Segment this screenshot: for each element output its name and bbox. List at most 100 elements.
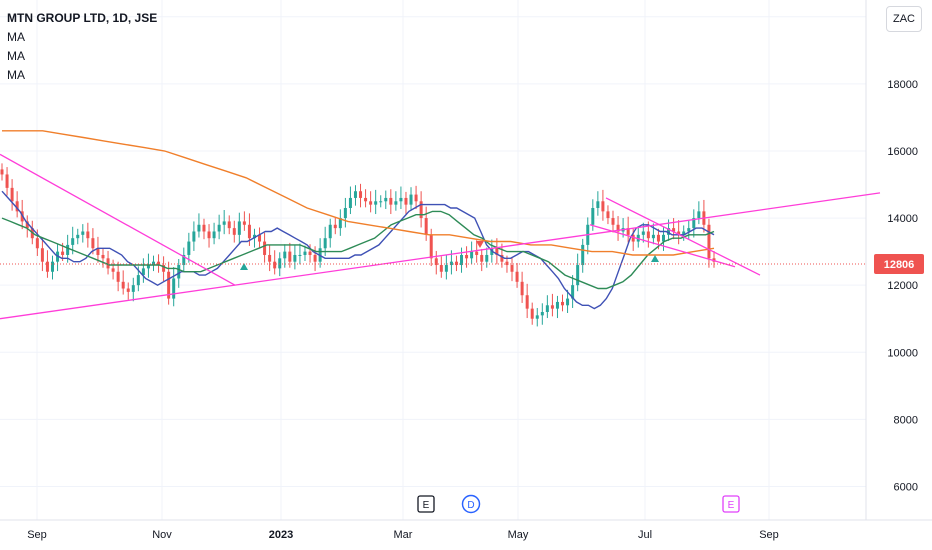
buy-signal-marker — [651, 255, 659, 262]
candle — [530, 302, 534, 325]
candle — [56, 244, 60, 272]
candle — [258, 227, 262, 248]
candle — [475, 240, 479, 263]
candle — [146, 253, 150, 278]
candle — [359, 183, 363, 208]
candle — [550, 293, 554, 317]
svg-text:E: E — [728, 500, 735, 511]
candle — [571, 275, 575, 308]
candle — [111, 259, 115, 280]
trendline-channel-top[interactable] — [605, 197, 761, 276]
svg-text:D: D — [467, 500, 474, 511]
indicator-ma-1[interactable]: MA — [7, 30, 25, 44]
candle — [672, 218, 676, 240]
candle — [202, 218, 206, 240]
candle — [217, 214, 221, 240]
candle — [96, 236, 100, 263]
candle — [364, 189, 368, 208]
candle — [434, 250, 438, 275]
time-tick-label: Nov — [152, 529, 172, 541]
dividend-marker[interactable]: D — [461, 494, 481, 514]
price-tick-label: 16000 — [887, 146, 918, 158]
candle — [576, 253, 580, 292]
chart-grid — [0, 0, 866, 520]
candle — [106, 250, 110, 275]
candle — [232, 220, 236, 243]
candle — [303, 245, 307, 262]
candle — [712, 250, 716, 268]
candle — [212, 222, 216, 245]
time-axis[interactable]: Sep Nov 2023 Mar May Jul Sep — [27, 529, 779, 541]
candle — [702, 199, 706, 233]
candle — [540, 303, 544, 325]
indicator-ma-3[interactable]: MA — [7, 68, 25, 82]
candle — [222, 210, 226, 235]
candle — [687, 220, 691, 240]
indicator-ma-2[interactable]: MA — [7, 49, 25, 63]
candle — [348, 186, 352, 215]
candle — [611, 210, 615, 233]
candle — [586, 217, 590, 255]
candle — [465, 246, 469, 268]
candle — [126, 282, 130, 300]
candle — [263, 232, 267, 263]
candle — [626, 216, 630, 243]
candle — [45, 250, 49, 278]
svg-text:E: E — [423, 500, 430, 511]
buy-signal-marker — [240, 263, 248, 270]
sell-signal-marker — [476, 241, 484, 248]
price-axis[interactable]: 60008000100001200014000160001800020000 — [887, 12, 918, 494]
trendlines-layer[interactable] — [0, 153, 881, 320]
candle — [581, 238, 585, 273]
candle — [338, 209, 342, 236]
candle — [697, 201, 701, 225]
candle — [116, 261, 120, 292]
candle — [515, 263, 519, 288]
time-tick-label: 2023 — [269, 529, 293, 541]
candle — [682, 225, 686, 241]
candle — [15, 191, 19, 218]
price-tick-label: 18000 — [887, 79, 918, 91]
candle — [384, 190, 388, 210]
time-tick-label: Jul — [638, 529, 652, 541]
candle — [141, 258, 145, 283]
candle — [157, 254, 161, 273]
symbol-title: MTN GROUP LTD, 1D, JSE — [7, 11, 158, 25]
candle — [273, 250, 277, 275]
chart-legend: MTN GROUP LTD, 1D, JSE MA MA MA — [7, 9, 157, 85]
candle — [616, 216, 620, 241]
candle — [288, 242, 292, 268]
earnings-marker[interactable]: E — [417, 495, 435, 513]
candle — [40, 238, 44, 272]
candle — [328, 218, 332, 248]
candle — [596, 191, 600, 216]
candle — [131, 277, 135, 302]
price-tick-label: 10000 — [887, 347, 918, 359]
earnings-upcoming-marker[interactable]: E — [722, 495, 740, 513]
candle — [10, 179, 14, 211]
candle — [162, 256, 166, 282]
candle — [566, 289, 570, 314]
candle — [182, 247, 186, 272]
currency-button[interactable]: ZAC — [886, 6, 922, 32]
ma-fast-line — [1, 190, 715, 310]
ma-slow-line — [2, 130, 715, 256]
candle — [677, 220, 681, 245]
candle — [601, 189, 605, 221]
candle — [379, 195, 383, 208]
candle — [545, 295, 549, 319]
trendline-descending[interactable] — [0, 153, 236, 286]
candle — [470, 241, 474, 265]
candle — [101, 248, 105, 268]
candle — [510, 257, 514, 282]
candle — [520, 271, 524, 303]
candle — [480, 248, 484, 272]
trendline-ascending[interactable] — [0, 192, 881, 320]
candle — [454, 255, 458, 272]
price-tick-label: 14000 — [887, 213, 918, 225]
candle — [293, 244, 297, 270]
trendline-channel-bottom[interactable] — [589, 224, 736, 268]
candle — [197, 213, 201, 238]
candle — [86, 222, 90, 248]
